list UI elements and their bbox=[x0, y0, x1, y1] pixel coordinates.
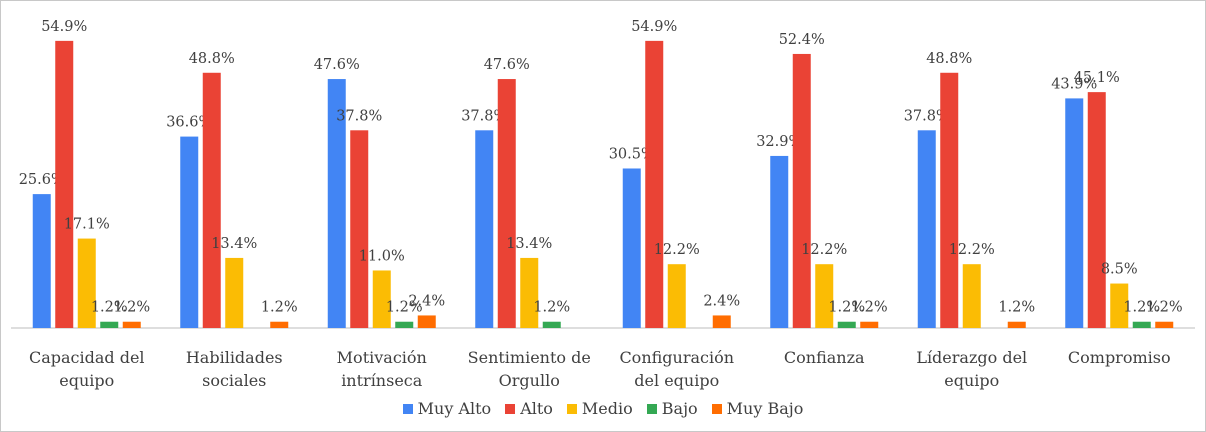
x-tick-label: Configuración del equipo bbox=[619, 348, 735, 390]
legend-label: Muy Bajo bbox=[726, 399, 804, 418]
legend-label: Alto bbox=[520, 399, 553, 418]
bar bbox=[1087, 92, 1106, 328]
bar bbox=[815, 264, 834, 328]
legend-label: Bajo bbox=[661, 399, 698, 418]
data-label: 1.2% bbox=[1123, 300, 1160, 316]
data-label: 37.8% bbox=[336, 108, 382, 124]
data-label: 1.2% bbox=[1146, 300, 1183, 316]
legend-item: Bajo bbox=[646, 399, 698, 418]
data-label: 17.1% bbox=[64, 217, 110, 233]
x-tick-label: Confianza bbox=[783, 348, 865, 367]
data-label: 12.2% bbox=[801, 242, 847, 258]
bar bbox=[55, 40, 74, 329]
bar bbox=[622, 168, 641, 328]
bar bbox=[1065, 98, 1084, 328]
data-label: 2.4% bbox=[703, 293, 740, 309]
data-label: 11.0% bbox=[359, 248, 405, 264]
data-label: 48.8% bbox=[189, 51, 235, 67]
x-tick-label: Líderazgo del equipo bbox=[916, 348, 1028, 390]
bar bbox=[792, 53, 811, 328]
x-tick-label: Compromiso bbox=[1067, 348, 1171, 367]
legend-swatch bbox=[711, 403, 722, 414]
bar bbox=[417, 315, 436, 328]
bar bbox=[940, 72, 959, 328]
bar bbox=[475, 130, 494, 328]
data-label: 1.2% bbox=[851, 300, 888, 316]
legend-item: Alto bbox=[505, 399, 553, 418]
legend-swatch bbox=[402, 403, 413, 414]
bar bbox=[497, 79, 516, 328]
data-label: 13.4% bbox=[506, 236, 552, 252]
data-label: 25.6% bbox=[19, 172, 65, 188]
data-label: 48.8% bbox=[926, 51, 972, 67]
bar bbox=[542, 321, 561, 328]
data-label: 1.2% bbox=[261, 300, 298, 316]
bar bbox=[77, 238, 96, 328]
bar bbox=[645, 40, 664, 329]
bar bbox=[327, 79, 346, 328]
data-label: 8.5% bbox=[1101, 262, 1138, 278]
data-label: 54.9% bbox=[41, 19, 87, 35]
bar bbox=[180, 136, 199, 328]
data-label: 1.2% bbox=[533, 300, 570, 316]
legend-item: Muy Bajo bbox=[711, 399, 804, 418]
bar bbox=[1132, 321, 1151, 328]
data-label: 47.6% bbox=[314, 57, 360, 73]
bar bbox=[837, 321, 856, 328]
bar bbox=[667, 264, 686, 328]
legend-label: Medio bbox=[581, 399, 633, 418]
data-label: 30.5% bbox=[609, 146, 655, 162]
legend-swatch bbox=[566, 403, 577, 414]
x-tick-label: Motivación intrínseca bbox=[336, 348, 427, 390]
data-label: 1.2% bbox=[91, 300, 128, 316]
data-label: 12.2% bbox=[654, 242, 700, 258]
bar bbox=[350, 130, 369, 328]
bar bbox=[860, 321, 879, 328]
legend-item: Muy Alto bbox=[402, 399, 492, 418]
data-label: 54.9% bbox=[631, 19, 677, 35]
legend-swatch bbox=[646, 403, 657, 414]
bar bbox=[395, 321, 414, 328]
bar bbox=[270, 321, 289, 328]
x-tick-label: Capacidad del equipo bbox=[28, 348, 145, 390]
data-label: 37.8% bbox=[461, 108, 507, 124]
bar bbox=[32, 194, 51, 328]
data-label: 1.2% bbox=[998, 300, 1035, 316]
data-label: 1.2% bbox=[386, 300, 423, 316]
data-label: 43.9% bbox=[1051, 76, 1097, 92]
bar bbox=[770, 155, 789, 328]
data-label: 2.4% bbox=[408, 293, 445, 309]
legend-swatch bbox=[505, 403, 516, 414]
data-label: 45.1% bbox=[1074, 70, 1120, 86]
data-label: 12.2% bbox=[949, 242, 995, 258]
bar bbox=[122, 321, 141, 328]
data-label: 1.2% bbox=[828, 300, 865, 316]
bar bbox=[520, 257, 539, 328]
data-label: 36.6% bbox=[166, 115, 212, 131]
bar bbox=[372, 270, 391, 328]
x-tick-label: Sentimiento de Orgullo bbox=[467, 348, 591, 390]
bar bbox=[917, 130, 936, 328]
x-tick-label: Habilidades sociales bbox=[185, 348, 283, 390]
data-label: 47.6% bbox=[484, 57, 530, 73]
data-label: 52.4% bbox=[779, 32, 825, 48]
data-label: 32.9% bbox=[756, 134, 802, 150]
bar bbox=[1155, 321, 1174, 328]
bar bbox=[1007, 321, 1026, 328]
data-label: 13.4% bbox=[211, 236, 257, 252]
legend-item: Medio bbox=[566, 399, 633, 418]
legend: Muy Alto Alto Medio Bajo Muy Bajo bbox=[1, 399, 1205, 418]
bar bbox=[1110, 283, 1129, 328]
bar bbox=[225, 257, 244, 328]
legend-label: Muy Alto bbox=[417, 399, 492, 418]
data-label: 1.2% bbox=[113, 300, 150, 316]
bar bbox=[202, 72, 221, 328]
bar bbox=[100, 321, 119, 328]
bar bbox=[962, 264, 981, 328]
data-label: 37.8% bbox=[904, 108, 950, 124]
bar bbox=[712, 315, 731, 328]
